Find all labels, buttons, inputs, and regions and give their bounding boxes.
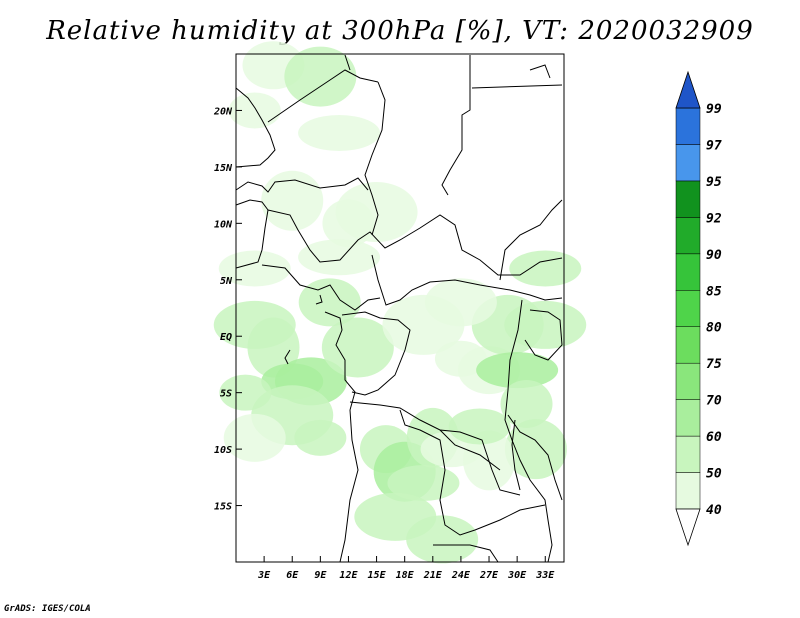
lon-tick-label: 27E bbox=[479, 570, 499, 581]
colorbar-top-triangle bbox=[675, 70, 701, 109]
border-line bbox=[339, 409, 359, 563]
lon-tick-label: 30E bbox=[507, 570, 527, 581]
humidity-patch bbox=[218, 250, 291, 287]
lon-tick-label: 3E bbox=[257, 570, 271, 581]
lon-tick-label: 6E bbox=[286, 570, 299, 581]
border-line bbox=[261, 264, 381, 311]
lat-tick-label: 10S bbox=[214, 445, 232, 456]
border-line bbox=[399, 409, 546, 536]
border-line bbox=[235, 177, 369, 193]
border-line bbox=[524, 309, 563, 361]
humidity-patch bbox=[500, 379, 553, 428]
colorbar-label: 90 bbox=[706, 248, 722, 263]
colorbar-bin bbox=[675, 290, 701, 327]
border-line bbox=[344, 54, 351, 71]
lat-tick-label: 15N bbox=[214, 163, 233, 174]
humidity-patch bbox=[261, 170, 324, 231]
border-line bbox=[441, 55, 471, 196]
longitude-axis: 3E 6E 9E 12E 15E 18E 21E 24E 27E 30E 33E bbox=[257, 556, 555, 581]
lon-tick-label: 12E bbox=[339, 570, 358, 581]
humidity-patch bbox=[247, 317, 300, 378]
border-line bbox=[315, 294, 323, 305]
humidity-patch bbox=[424, 278, 497, 327]
colorbar-label: 92 bbox=[706, 211, 722, 226]
colorbar-label: 70 bbox=[706, 394, 722, 409]
colorbar-bin bbox=[675, 144, 701, 182]
colorbar-label: 60 bbox=[706, 430, 722, 445]
humidity-patch bbox=[294, 419, 347, 456]
humidity-patch bbox=[504, 419, 567, 480]
colorbar-label: 85 bbox=[706, 284, 722, 299]
border-line bbox=[471, 84, 563, 89]
border-line bbox=[324, 311, 356, 411]
border-line bbox=[529, 64, 551, 79]
colorbar-label: 75 bbox=[706, 357, 722, 372]
colorbar-label: 97 bbox=[706, 138, 722, 153]
humidity-patch bbox=[284, 46, 357, 107]
lat-tick-label: 5S bbox=[220, 389, 232, 400]
humidity-patch bbox=[335, 182, 418, 243]
border-line bbox=[499, 199, 563, 281]
colorbar-bin bbox=[675, 180, 701, 218]
humidity-patch bbox=[448, 408, 511, 445]
lat-tick-label: 10N bbox=[214, 219, 233, 230]
lat-tick-label: 15S bbox=[214, 502, 232, 513]
border-line bbox=[284, 349, 291, 365]
border-line bbox=[267, 209, 563, 276]
humidity-patch bbox=[228, 92, 281, 129]
humidity-patch bbox=[298, 239, 381, 276]
border-line bbox=[371, 254, 563, 306]
country-borders bbox=[235, 54, 563, 563]
humidity-patch bbox=[504, 300, 587, 349]
colorbar: 40 50 60 70 75 80 85 90 92 95 97 99 bbox=[675, 70, 722, 547]
colorbar-bin bbox=[675, 326, 701, 364]
colorbar-bottom-triangle bbox=[675, 508, 701, 547]
lat-tick-label: EQ bbox=[220, 332, 232, 343]
colorbar-bin bbox=[675, 399, 701, 437]
colorbar-label: 50 bbox=[706, 467, 722, 482]
border-line bbox=[349, 401, 521, 496]
lon-tick-label: 9E bbox=[314, 570, 327, 581]
lon-tick-label: 21E bbox=[423, 570, 443, 581]
colorbar-bin bbox=[675, 253, 701, 291]
humidity-patch bbox=[223, 413, 286, 462]
map-frame bbox=[235, 53, 565, 563]
border-line bbox=[439, 429, 501, 471]
latitude-axis: 20N 15N 10N 5N EQ 5S 10S 15S bbox=[213, 106, 242, 513]
colorbar-label: 99 bbox=[706, 102, 722, 117]
colorbar-bin bbox=[675, 472, 701, 510]
humidity-patch bbox=[406, 515, 479, 564]
humidity-field bbox=[213, 41, 587, 564]
humidity-patch bbox=[476, 352, 559, 389]
border-line bbox=[235, 199, 269, 269]
lat-tick-label: 5N bbox=[220, 276, 233, 287]
chart-title: Relative humidity at 300hPa [%], VT: 202… bbox=[46, 16, 754, 46]
lon-tick-label: 33E bbox=[535, 570, 555, 581]
colorbar-label: 95 bbox=[706, 175, 722, 190]
border-line bbox=[341, 311, 411, 396]
lat-tick-label: 20N bbox=[213, 106, 233, 117]
humidity-patch bbox=[321, 317, 394, 378]
border-line bbox=[504, 299, 553, 563]
border-line bbox=[235, 87, 276, 168]
border-line bbox=[511, 419, 521, 491]
humidity-patch bbox=[298, 115, 381, 152]
lon-tick-label: 15E bbox=[368, 570, 387, 581]
border-line bbox=[364, 81, 386, 236]
colorbar-bin bbox=[675, 362, 701, 400]
border-line bbox=[433, 544, 499, 563]
lon-tick-label: 24E bbox=[451, 570, 471, 581]
colorbar-label: 80 bbox=[706, 321, 722, 336]
border-line bbox=[267, 69, 379, 123]
humidity-patch bbox=[509, 250, 582, 287]
colorbar-bin bbox=[675, 107, 701, 145]
humidity-patch bbox=[219, 374, 272, 411]
border-line bbox=[507, 414, 563, 501]
lon-tick-label: 18E bbox=[396, 570, 415, 581]
colorbar-bin bbox=[675, 217, 701, 255]
colorbar-bin bbox=[675, 435, 701, 473]
colorbar-label: 40 bbox=[706, 503, 722, 518]
grads-credit: GrADS: IGES/COLA bbox=[4, 604, 91, 614]
